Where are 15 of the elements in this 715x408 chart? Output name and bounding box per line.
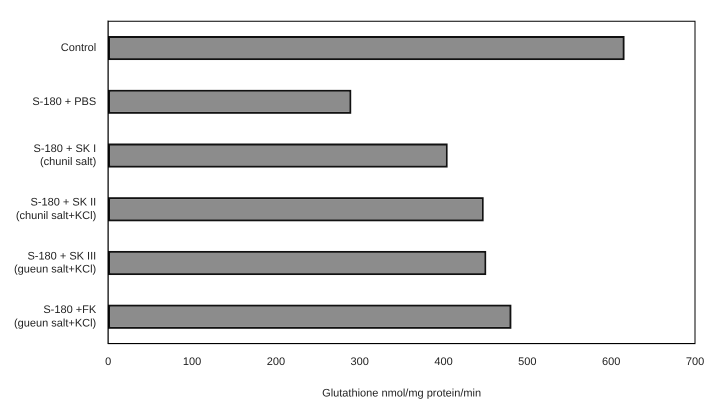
y-tick-label: S-180 + SK II (chunil salt+KCl) — [16, 196, 96, 222]
x-axis-title: Glutathione nmol/mg protein/min — [322, 387, 482, 400]
x-tick-label: 0 — [105, 356, 112, 368]
y-tick-label: S-180 + SK III (gueun salt+KCl) — [14, 250, 96, 276]
x-tick-label: 600 — [602, 356, 620, 368]
x-tick-label: 100 — [182, 356, 202, 368]
x-tick-label: 500 — [518, 356, 537, 368]
y-tick-label: Control — [60, 42, 96, 54]
x-tick-label: 300 — [350, 356, 369, 368]
x-tick-label: 700 — [686, 356, 704, 368]
y-tick-label: S-180 +FK (gueun salt+KCl) — [14, 304, 97, 330]
x-tick-label: 200 — [266, 356, 286, 368]
y-tick-label: S-180 + PBS — [32, 96, 96, 108]
x-tick-label: 400 — [434, 356, 453, 368]
y-tick-label: S-180 + SK I (chunil salt) — [34, 142, 96, 168]
